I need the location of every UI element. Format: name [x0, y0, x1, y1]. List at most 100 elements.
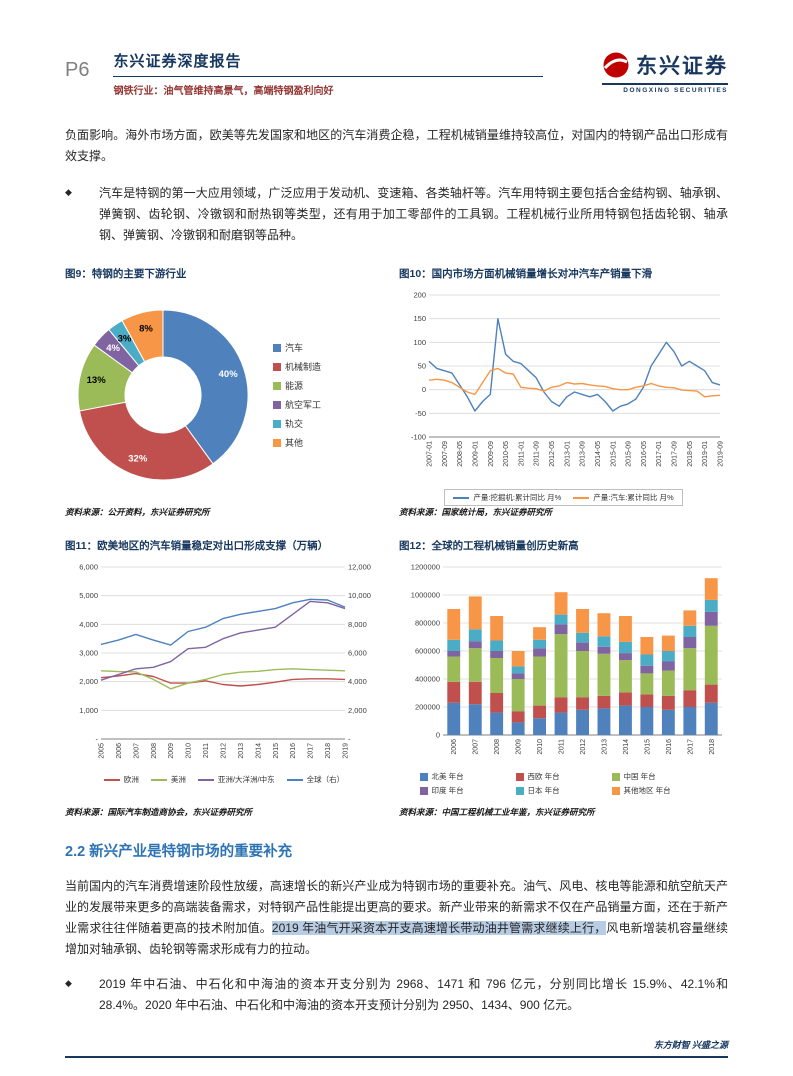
svg-text:2012: 2012	[221, 743, 228, 759]
legend-swatch	[286, 778, 303, 781]
legend-swatch	[611, 772, 620, 781]
svg-text:2019-09: 2019-09	[718, 441, 725, 467]
svg-text:2013-09: 2013-09	[580, 441, 587, 467]
svg-text:40%: 40%	[219, 369, 239, 380]
svg-text:2008: 2008	[494, 739, 501, 755]
legend-item: 其他	[273, 436, 303, 449]
svg-text:2009: 2009	[516, 739, 523, 755]
svg-text:-: -	[348, 735, 351, 744]
svg-text:2010: 2010	[186, 743, 193, 759]
logo-text-en: DONGXING SECURITIES	[623, 87, 728, 94]
legend-swatch	[611, 786, 620, 795]
svg-text:2011-01: 2011-01	[518, 441, 525, 466]
figure-11-chart: - 1,000 2,000 3,000 4,000 5,000 6,000 - 2,000 4,0…	[65, 561, 383, 801]
svg-text:2016-05: 2016-05	[641, 441, 648, 467]
figure-9-chart: 40% 32% 13% 4% 3% 8% 汽车 机械制造 能源 航空军工 轨交 其他	[65, 289, 383, 501]
legend-swatch	[453, 496, 470, 499]
section-text: 当前国内的汽车消费增速阶段性放缓，高速增长的新兴产业成为特钢市场的重要补充。油气…	[65, 879, 728, 935]
svg-text:2,000: 2,000	[348, 706, 367, 715]
legend-swatch	[197, 778, 214, 781]
section-paragraph: 当前国内的汽车消费增速阶段性放缓，高速增长的新兴产业成为特钢市场的重要补充。油气…	[65, 876, 728, 960]
figure-10: 图10：国内市场方面机械销量增长对冲汽车产销量下滑 -100 -50 0 50 100 1…	[399, 266, 728, 518]
legend-item: 产量:汽车:累计同比 月%	[573, 492, 674, 503]
legend-item: 美洲	[150, 774, 186, 785]
legend-swatch	[515, 786, 524, 795]
bullet-text: 2019 年中石油、中石化和中海油的资本开支分别为 2968、1471 和 79…	[99, 977, 728, 1012]
svg-text:2007-01: 2007-01	[427, 441, 434, 467]
footer-slogan: 东方财智 兴盛之源	[653, 1040, 728, 1050]
legend-item: 机械制造	[273, 360, 321, 373]
svg-text:50: 50	[418, 362, 426, 371]
svg-text:1200000: 1200000	[411, 563, 440, 572]
svg-text:2018: 2018	[709, 739, 716, 755]
dongxing-logo-icon	[603, 52, 629, 78]
figure-12-source: 资料来源：中国工程机械工业年鉴，东兴证券研究所	[399, 807, 595, 817]
legend-item: 欧洲	[103, 774, 139, 785]
report-type-title: 东兴证券深度报告	[113, 50, 544, 77]
svg-text:8,000: 8,000	[348, 620, 367, 629]
bullet-marker: ◆	[65, 187, 72, 197]
svg-text:2005: 2005	[99, 743, 106, 759]
legend-item: 全球（右）	[286, 774, 344, 785]
svg-text:2018-05: 2018-05	[687, 441, 694, 467]
svg-text:2009-01: 2009-01	[472, 441, 479, 467]
chart-legend: 欧洲 美洲 亚洲/大洋洲/中东 全球（右）	[65, 774, 383, 785]
highlighted-text: 2019 年油气开采资本开支高速增长带动油井管需求继续上行，	[271, 921, 607, 935]
svg-text:1000000: 1000000	[411, 591, 440, 600]
svg-text:2007-09: 2007-09	[442, 441, 449, 467]
legend-item: 能源	[273, 379, 303, 392]
line-chart-svg: - 1,000 2,000 3,000 4,000 5,000 6,000 - 2,000 4,0…	[79, 563, 371, 759]
svg-text:2008: 2008	[151, 743, 158, 759]
figure-11-source: 资料来源：国际汽车制造商协会，东兴证券研究所	[65, 807, 253, 817]
svg-text:6,000: 6,000	[79, 563, 98, 572]
svg-text:2,000: 2,000	[79, 677, 98, 686]
legend-item: 其他地区 年台	[611, 785, 708, 796]
figure-10-chart: -100 -50 0 50 100 150 200 2007-01 2007-09 2008-05…	[399, 289, 728, 506]
svg-text:2007: 2007	[133, 743, 140, 759]
svg-text:2017-01: 2017-01	[656, 441, 663, 467]
figure-9-title: 图9：特钢的主要下游行业	[65, 268, 187, 280]
svg-text:2013: 2013	[601, 739, 608, 755]
svg-text:2016: 2016	[290, 743, 297, 759]
line-chart-svg: -100 -50 0 50 100 150 200 2007-01 2007-09 2008-05…	[411, 291, 725, 467]
svg-text:3,000: 3,000	[79, 649, 98, 658]
svg-text:200000: 200000	[415, 703, 440, 712]
legend-swatch	[273, 381, 281, 390]
legend-swatch	[273, 438, 281, 447]
svg-text:2017: 2017	[308, 743, 315, 759]
legend-item: 北美 年台	[419, 771, 516, 782]
svg-text:2018: 2018	[325, 743, 332, 759]
svg-text:2011-09: 2011-09	[534, 441, 541, 466]
svg-text:6,000: 6,000	[348, 649, 367, 658]
svg-text:3%: 3%	[118, 333, 132, 344]
svg-text:2012-05: 2012-05	[549, 441, 556, 467]
svg-text:2012: 2012	[580, 739, 587, 755]
legend-item: 西欧 年台	[515, 771, 612, 782]
dongxing-logo-top: 东兴证券	[602, 50, 728, 85]
logo-text-cn: 东兴证券	[636, 55, 728, 78]
svg-text:2009: 2009	[168, 743, 175, 759]
svg-text:2014-05: 2014-05	[595, 441, 602, 467]
legend-swatch	[103, 778, 120, 781]
svg-text:2011: 2011	[203, 743, 210, 758]
legend-swatch	[273, 419, 281, 428]
svg-text:13%: 13%	[87, 375, 107, 386]
svg-text:400000: 400000	[415, 675, 440, 684]
footer-divider	[65, 1056, 728, 1058]
figure-10-title: 图10：国内市场方面机械销量增长对冲汽车产销量下滑	[399, 268, 653, 280]
bullet-marker: ◆	[65, 978, 72, 988]
figure-9-source: 资料来源：公开资料，东兴证券研究所	[65, 507, 210, 517]
svg-text:12,000: 12,000	[348, 563, 371, 572]
figure-row-2: 图11：欧美地区的汽车销量稳定对出口形成支撑（万辆） - 1,000 2,000 3,…	[65, 538, 728, 818]
svg-text:2015-09: 2015-09	[626, 441, 633, 467]
svg-text:2006: 2006	[451, 739, 458, 755]
pie-chart-svg: 40% 32% 13% 4%3% 8%	[77, 309, 249, 481]
svg-text:2013-01: 2013-01	[564, 441, 571, 467]
figure-row-1: 图9：特钢的主要下游行业 40% 32% 13% 4% 3% 8% 汽车 机械制造 能源 航空军工…	[65, 266, 728, 518]
svg-text:-: -	[96, 735, 99, 744]
section-text: 风电新增装机容量继续增加对轴承钢、齿轮钢等需求形成有力的拉动。	[65, 921, 728, 956]
legend-swatch	[273, 343, 281, 352]
svg-text:2019: 2019	[343, 743, 350, 759]
chart-legend: 产量:挖掘机:累计同比 月% 产量:汽车:累计同比 月%	[444, 489, 683, 506]
